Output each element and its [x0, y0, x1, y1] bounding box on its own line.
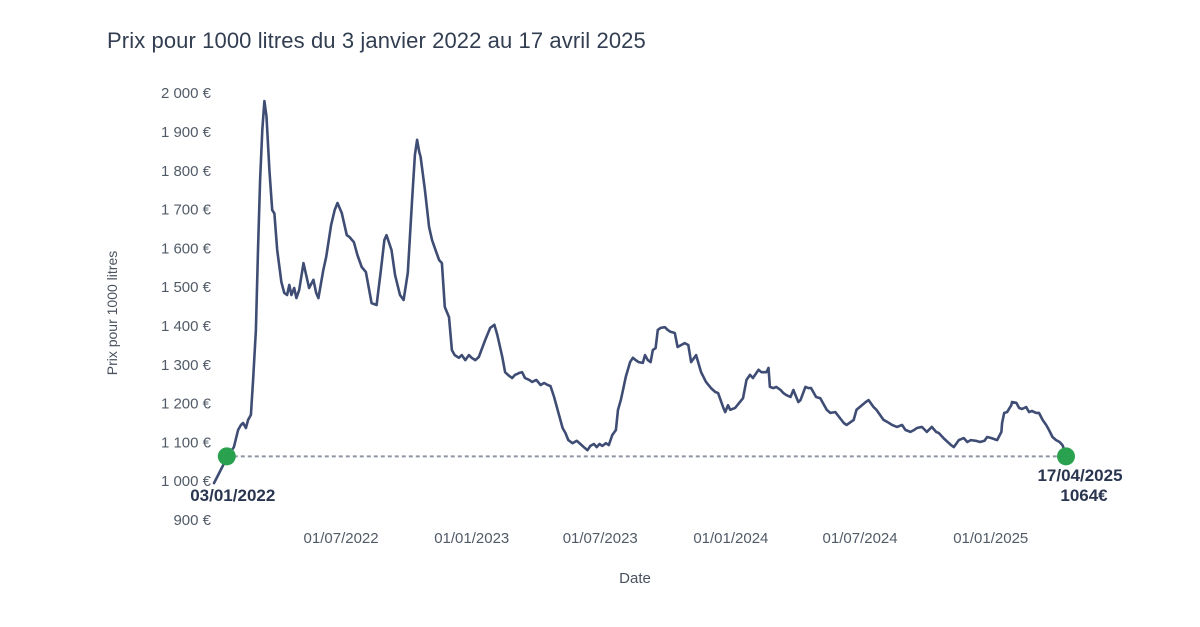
y-tick-label: 1 700 € [161, 202, 212, 219]
y-tick-label: 1 000 € [161, 473, 212, 490]
x-tick-label: 01/07/2023 [563, 530, 638, 547]
y-tick-label: 1 100 € [161, 434, 212, 451]
y-axis-title: Prix pour 1000 litres [104, 251, 120, 376]
y-tick-label: 1 300 € [161, 357, 212, 374]
x-axis-title: Date [619, 570, 651, 587]
y-tick-label: 2 000 € [161, 85, 212, 102]
y-tick-label: 1 600 € [161, 240, 212, 257]
x-tick-label: 01/01/2025 [953, 530, 1028, 547]
y-tick-label: 1 200 € [161, 396, 212, 413]
y-tick-label: 900 € [173, 512, 211, 529]
x-tick-label: 01/01/2023 [434, 530, 509, 547]
x-tick-label: 01/01/2024 [693, 530, 768, 547]
end-date-annotation: 17/04/2025 [1037, 466, 1122, 485]
y-tick-label: 1 400 € [161, 318, 212, 335]
x-tick-label: 01/07/2022 [304, 530, 379, 547]
y-tick-label: 1 500 € [161, 279, 212, 296]
end-price-annotation: 1064€ [1060, 486, 1108, 505]
y-tick-label: 1 800 € [161, 163, 212, 180]
price-line [212, 99, 1068, 485]
chart-title: Prix pour 1000 litres du 3 janvier 2022 … [107, 28, 646, 53]
start-marker [217, 447, 236, 466]
end-marker [1057, 447, 1075, 466]
start-date-annotation: 03/01/2022 [190, 486, 275, 505]
x-tick-label: 01/07/2024 [823, 530, 898, 547]
y-tick-label: 1 900 € [161, 124, 212, 141]
